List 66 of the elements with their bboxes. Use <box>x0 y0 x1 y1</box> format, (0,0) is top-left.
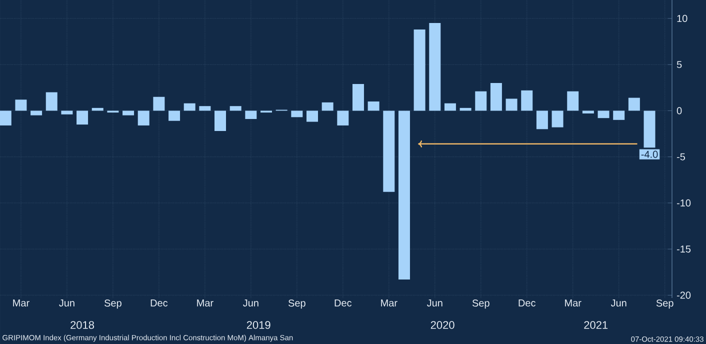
bar <box>153 96 165 111</box>
y-tick-label: -5 <box>676 153 686 160</box>
bar <box>337 110 349 126</box>
x-tick-label: Jun <box>59 300 74 306</box>
bar <box>46 92 58 111</box>
bar <box>245 110 257 120</box>
bar <box>291 110 303 118</box>
y-tick-label: 0 <box>676 107 682 114</box>
y-tick-label: -10 <box>676 199 691 206</box>
bar <box>30 110 42 116</box>
text: 2018 <box>70 321 94 329</box>
x-tick-label: Dec <box>518 300 536 306</box>
bar <box>444 103 456 111</box>
bar <box>536 110 548 130</box>
bar <box>122 110 134 116</box>
bar <box>429 23 441 111</box>
text: 2019 <box>246 321 270 329</box>
x-tick-label: Jun <box>243 300 258 306</box>
y-tick-label: 5 <box>676 61 682 68</box>
x-tick-label: Mar <box>381 300 398 306</box>
x-tick-label: Mar <box>13 300 30 306</box>
x-tick-label: Mar <box>565 300 582 306</box>
y-tick-label: 10 <box>677 14 688 22</box>
bar <box>598 110 610 118</box>
x-tick-label: Jun <box>610 300 626 306</box>
y-tick-label: -20 <box>676 292 691 299</box>
bar <box>398 110 410 280</box>
x-tick-label: Sep <box>472 300 490 309</box>
bar <box>506 98 518 111</box>
text: 2020 <box>430 321 454 329</box>
bar <box>567 91 579 111</box>
bar <box>475 91 487 111</box>
data-label: -4.0 <box>641 150 658 158</box>
bar <box>0 110 12 126</box>
bar <box>184 103 196 111</box>
y-tick-label: -15 <box>676 246 691 253</box>
bar <box>199 106 211 111</box>
bar <box>552 110 564 128</box>
bar <box>628 98 640 111</box>
bar <box>582 110 594 114</box>
bar <box>521 90 533 111</box>
bar <box>76 110 88 125</box>
bar <box>92 108 104 111</box>
bar <box>230 106 242 111</box>
bar <box>15 100 27 111</box>
bar <box>613 110 625 120</box>
bar <box>168 110 180 121</box>
bar <box>61 110 73 114</box>
bar <box>368 101 380 111</box>
bar <box>414 30 426 111</box>
bar <box>490 83 502 111</box>
bar <box>383 110 395 192</box>
x-tick-label: Mar <box>197 300 214 306</box>
text: 2021 <box>584 321 608 329</box>
bar <box>306 110 318 122</box>
x-tick-label: Dec <box>334 300 352 306</box>
bar <box>460 108 472 111</box>
bar <box>322 102 334 111</box>
bar <box>214 110 226 131</box>
x-tick-label: Sep <box>656 300 674 309</box>
x-tick-label: Jun <box>426 300 442 306</box>
x-tick-label: Sep <box>288 300 306 309</box>
x-tick-label: Dec <box>150 300 168 306</box>
x-tick-label: Sep <box>104 300 122 309</box>
bar <box>352 84 364 111</box>
bar <box>138 110 150 126</box>
